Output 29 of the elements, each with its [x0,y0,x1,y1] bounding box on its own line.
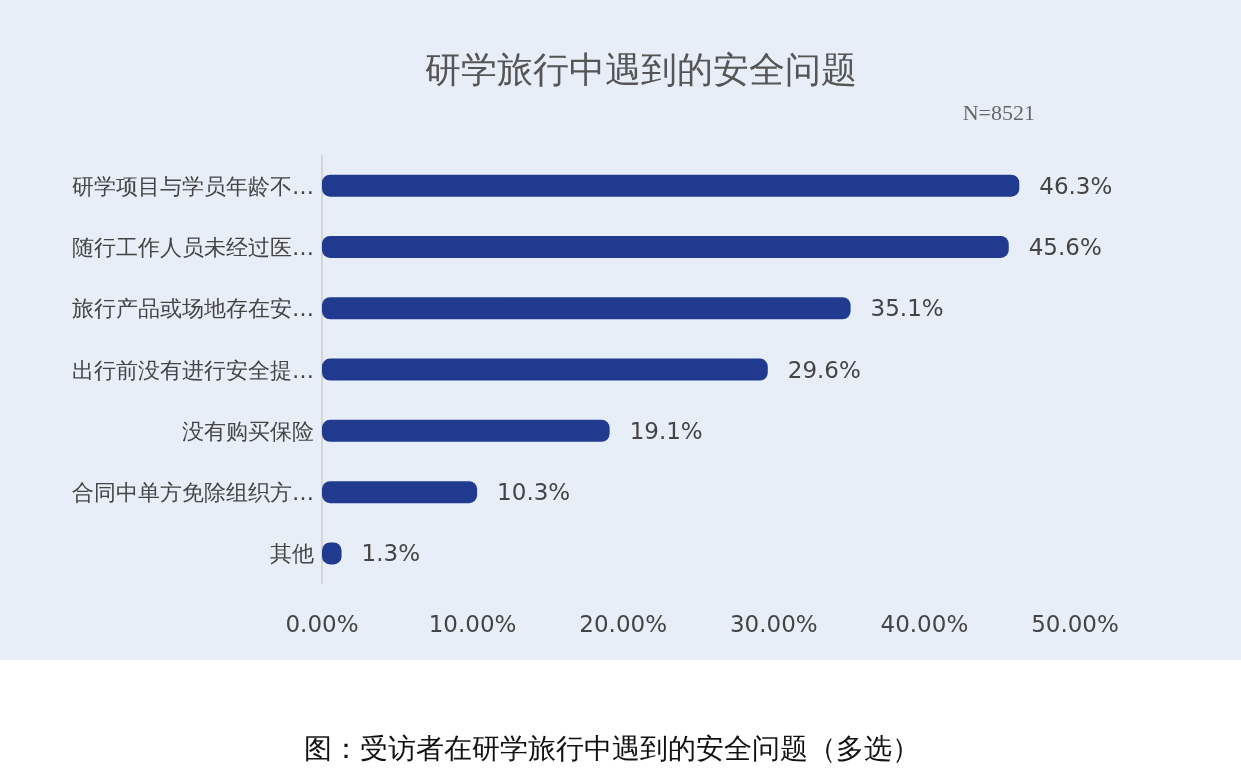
x-tick-label: 50.00% [1031,611,1119,637]
bar [322,419,610,442]
y-tick-label: 研学项目与学员年龄不… [72,173,314,199]
y-tick-label: 其他 [270,541,314,567]
data-label: 35.1% [870,295,944,322]
data-label: 45.6% [1028,233,1102,260]
chart-title: 研学旅行中遇到的安全问题 [425,49,857,90]
y-tick-label: 没有购买保险 [182,418,314,444]
y-tick-label: 出行前没有进行安全提… [72,357,314,383]
y-tick-label: 合同中单方免除组织方… [72,480,314,506]
x-tick-label: 10.00% [428,611,517,637]
bar [322,358,768,381]
bar [322,297,851,320]
y-tick-label: 随行工作人员未经过医… [72,234,314,260]
text: 图：受访者在研学旅行中遇到的安全问题（多选） [304,732,920,765]
bar [322,481,478,504]
x-tick-label: 40.00% [880,611,969,637]
chart-subtitle: N=8521 [962,100,1035,125]
bar [322,235,1009,258]
x-tick-label: 20.00% [579,611,668,637]
data-label: 10.3% [497,479,571,506]
x-tick-label: 30.00% [729,611,818,637]
data-label: 29.6% [787,356,861,383]
data-label: 46.3% [1039,172,1113,199]
data-label: 1.3% [361,540,421,567]
bar [322,174,1020,197]
y-tick-label: 旅行产品或场地存在安… [72,296,314,322]
data-label: 19.1% [629,417,703,444]
x-tick-label: 0.00% [285,611,359,637]
